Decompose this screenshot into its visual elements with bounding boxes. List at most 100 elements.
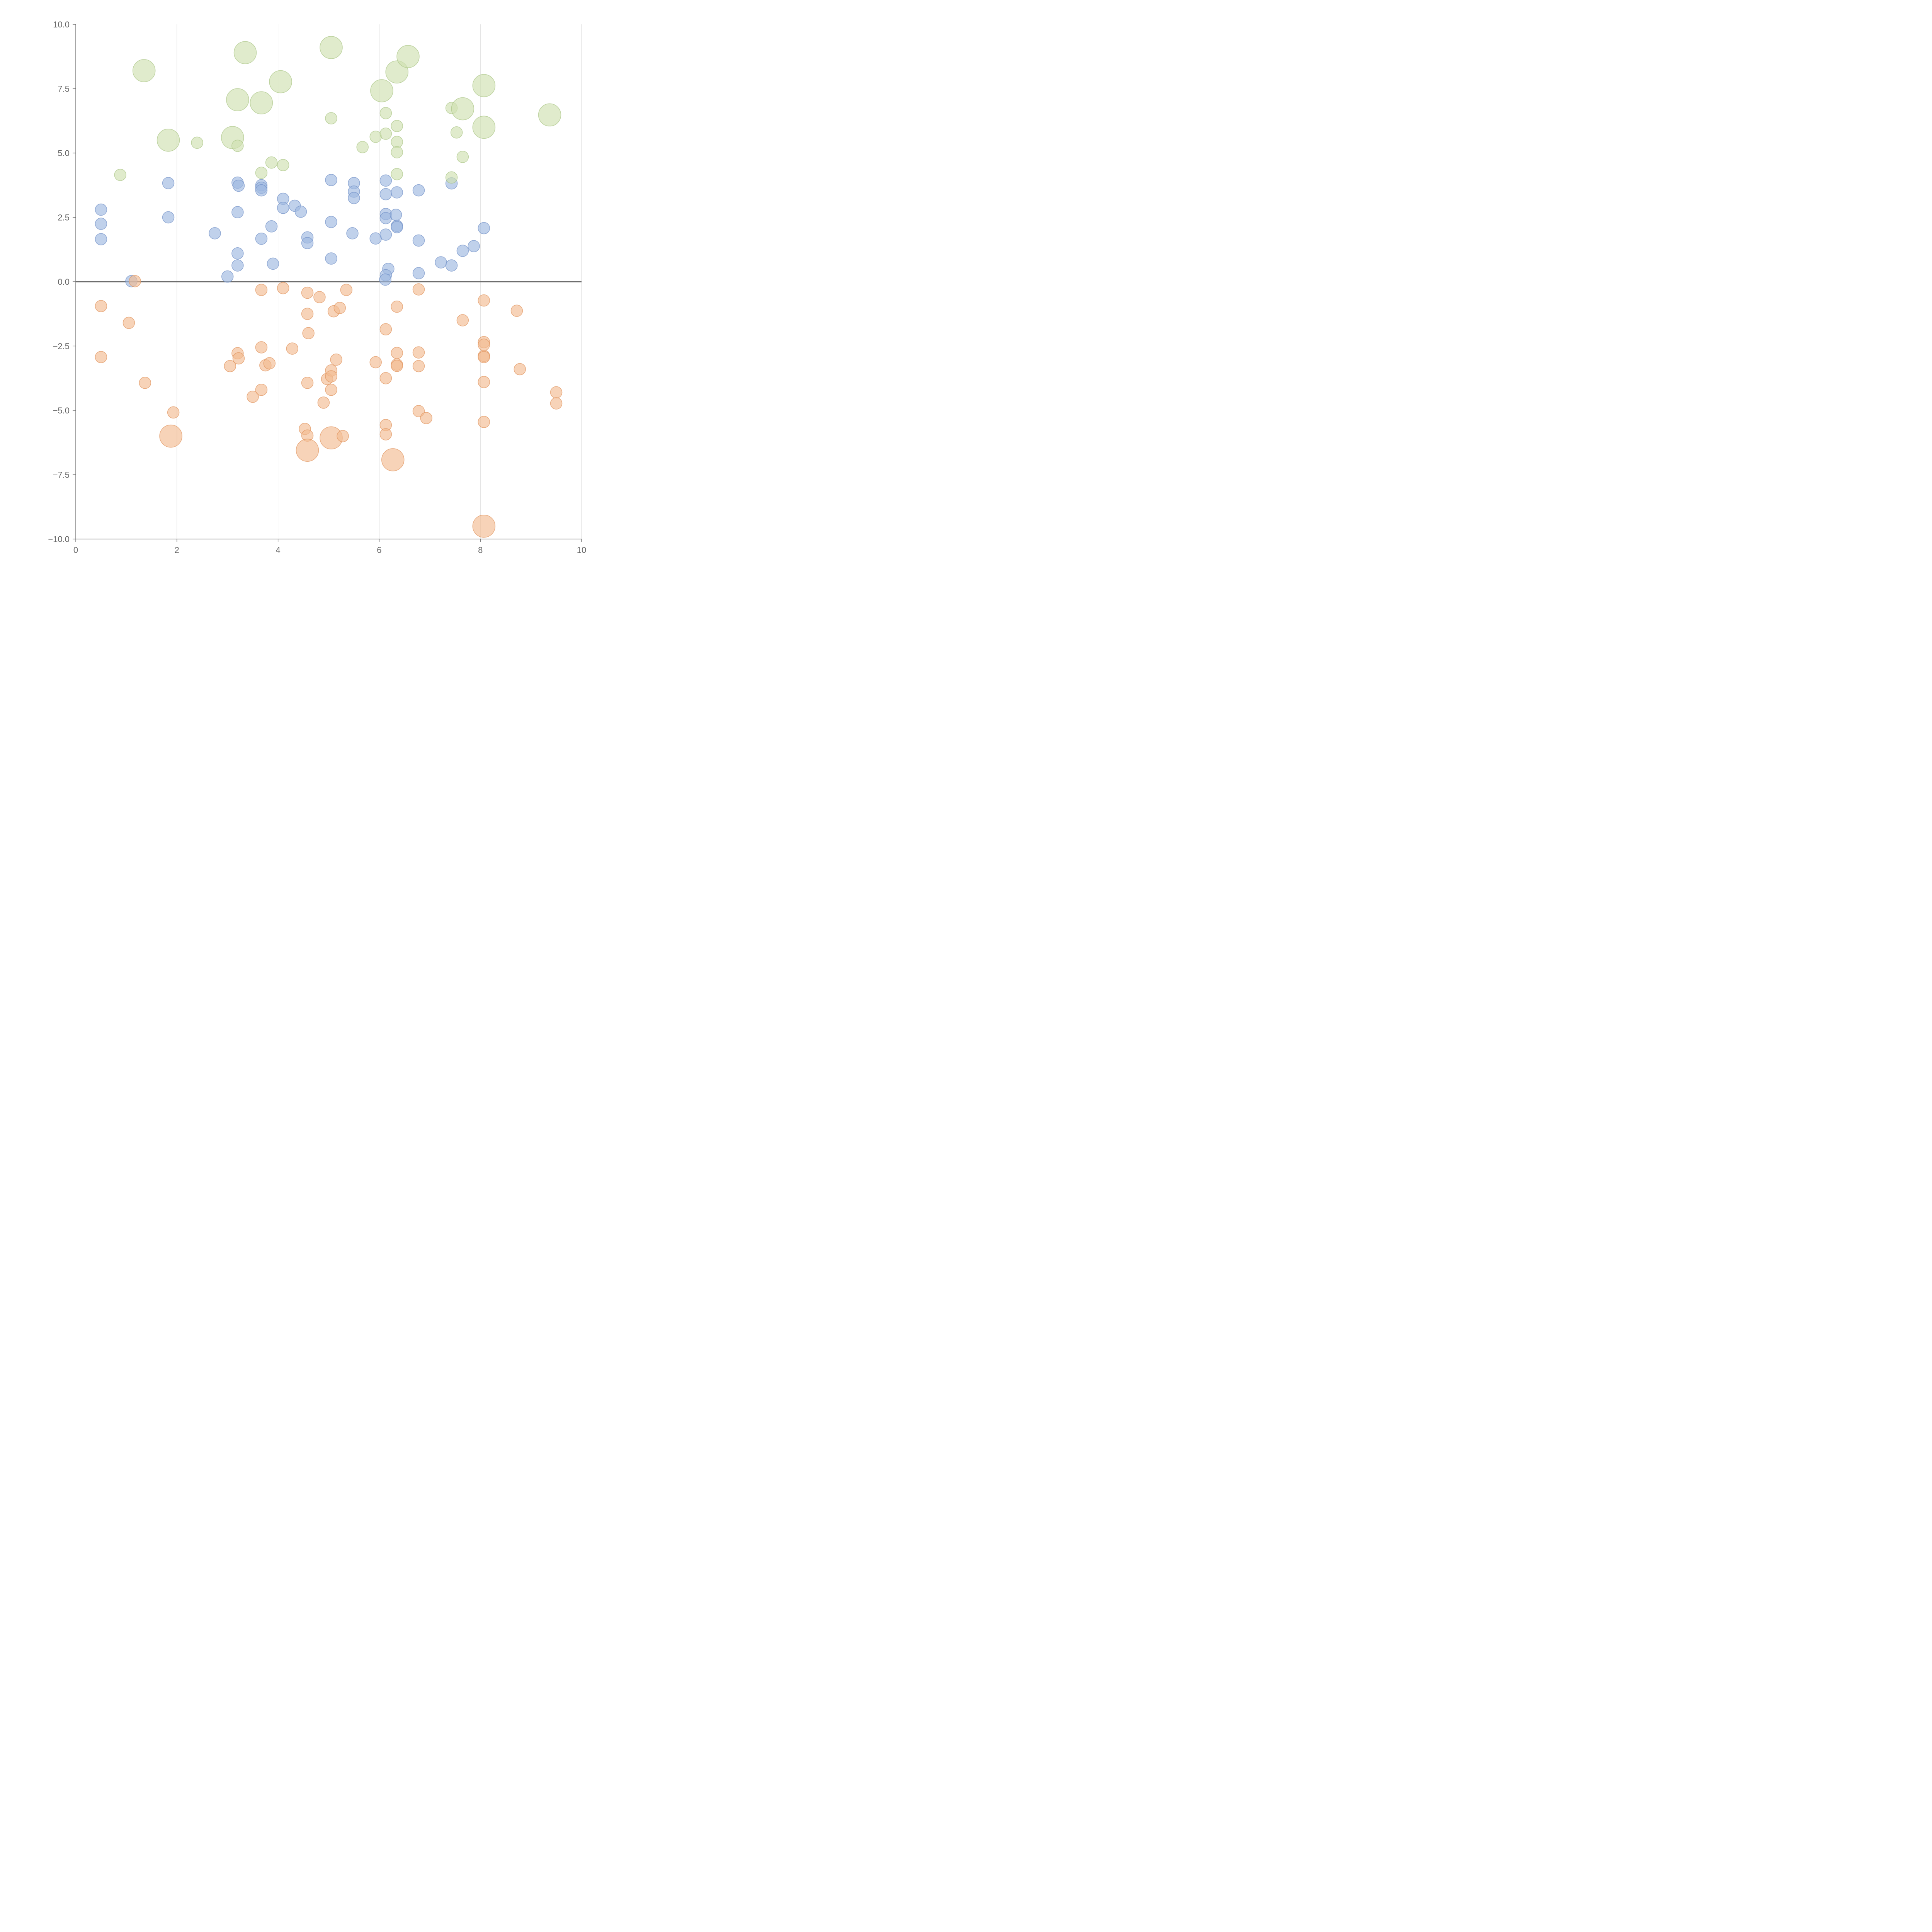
data-point: [379, 428, 392, 440]
data-point: [435, 256, 447, 269]
data-point: [95, 233, 107, 245]
data-point: [396, 45, 420, 68]
data-point: [412, 283, 425, 296]
data-point: [451, 97, 474, 121]
scatter-chart: 0 2 4 6 8 10 10.0 7.5 5.0 2.5 0.0 −2.5 −5.0 −7.5 −10.0: [0, 0, 606, 606]
series-2: [114, 36, 561, 184]
data-point: [250, 91, 273, 114]
data-point: [445, 259, 458, 272]
data-point: [330, 354, 342, 366]
data-point: [95, 203, 107, 216]
x-tick-label: 8: [478, 545, 483, 555]
data-point: [337, 430, 349, 442]
data-point: [379, 372, 392, 384]
data-points: [95, 36, 563, 538]
data-point: [450, 126, 463, 139]
data-point: [224, 360, 236, 372]
data-point: [412, 234, 425, 247]
series-1: [95, 275, 563, 538]
data-point: [221, 270, 234, 283]
data-point: [478, 351, 490, 363]
y-tick-label: −2.5: [53, 342, 70, 351]
data-point: [538, 103, 561, 127]
data-point: [456, 245, 469, 257]
data-point: [379, 107, 392, 119]
data-point: [412, 346, 425, 359]
data-point: [114, 168, 126, 181]
data-point: [391, 347, 403, 359]
data-point: [313, 291, 326, 303]
data-point: [232, 179, 245, 192]
axes: 0 2 4 6 8 10 10.0 7.5 5.0 2.5 0.0 −2.5 −5.0 −7.5 −10.0: [48, 20, 586, 555]
data-point: [379, 188, 392, 201]
data-point: [325, 383, 337, 396]
data-point: [159, 424, 182, 448]
data-point: [255, 167, 268, 179]
data-point: [391, 136, 403, 148]
data-point: [255, 184, 268, 197]
data-point: [255, 383, 268, 396]
data-point: [346, 227, 359, 240]
data-point: [233, 41, 257, 65]
data-point: [391, 186, 403, 199]
data-point: [389, 209, 402, 221]
data-point: [231, 206, 244, 218]
data-point: [379, 128, 392, 140]
data-point: [478, 338, 490, 351]
scatter-plot-canvas: 0 2 4 6 8 10 10.0 7.5 5.0 2.5 0.0 −2.5 −5.0 −7.5 −10.0: [48, 20, 586, 555]
data-point: [162, 211, 175, 224]
data-point: [255, 341, 268, 354]
data-point: [263, 357, 276, 369]
data-point: [317, 396, 330, 409]
data-point: [391, 300, 403, 313]
data-point: [514, 363, 526, 376]
data-point: [95, 351, 107, 363]
data-point: [472, 74, 496, 97]
data-point: [226, 88, 249, 111]
data-point: [412, 405, 425, 417]
data-point: [255, 233, 268, 245]
data-point: [301, 286, 314, 299]
y-tick-label: 2.5: [58, 213, 70, 223]
data-point: [379, 273, 391, 286]
data-point: [325, 252, 337, 265]
data-point: [191, 136, 203, 149]
data-point: [472, 116, 496, 139]
data-point: [95, 300, 107, 313]
data-point: [277, 159, 289, 172]
data-point: [320, 36, 343, 59]
data-point: [267, 257, 279, 270]
x-tick-label: 6: [377, 545, 381, 555]
y-tick-label: 0.0: [58, 277, 70, 287]
data-point: [340, 284, 353, 296]
data-point: [412, 184, 425, 197]
data-point: [391, 221, 403, 233]
data-point: [247, 390, 259, 403]
data-point: [379, 323, 392, 335]
data-point: [348, 192, 360, 204]
data-point: [325, 216, 337, 228]
data-point: [391, 168, 403, 180]
data-point: [510, 304, 523, 317]
data-point: [369, 131, 382, 143]
data-point: [232, 352, 245, 365]
data-point: [478, 416, 490, 428]
data-point: [129, 275, 141, 287]
data-point: [277, 202, 289, 214]
data-point: [456, 151, 469, 163]
x-tick-label: 2: [175, 545, 179, 555]
data-point: [472, 514, 496, 538]
data-point: [391, 360, 403, 372]
data-point: [255, 284, 268, 296]
data-point: [231, 247, 244, 260]
data-point: [301, 308, 314, 320]
data-point: [95, 218, 107, 230]
data-point: [277, 282, 289, 294]
data-point: [325, 174, 337, 186]
y-tick-label: −10.0: [48, 534, 70, 544]
data-point: [156, 128, 180, 152]
y-tick-label: −7.5: [53, 470, 70, 480]
data-point: [412, 267, 425, 279]
y-tick-label: 5.0: [58, 148, 70, 158]
y-tick-label: −5.0: [53, 406, 70, 415]
